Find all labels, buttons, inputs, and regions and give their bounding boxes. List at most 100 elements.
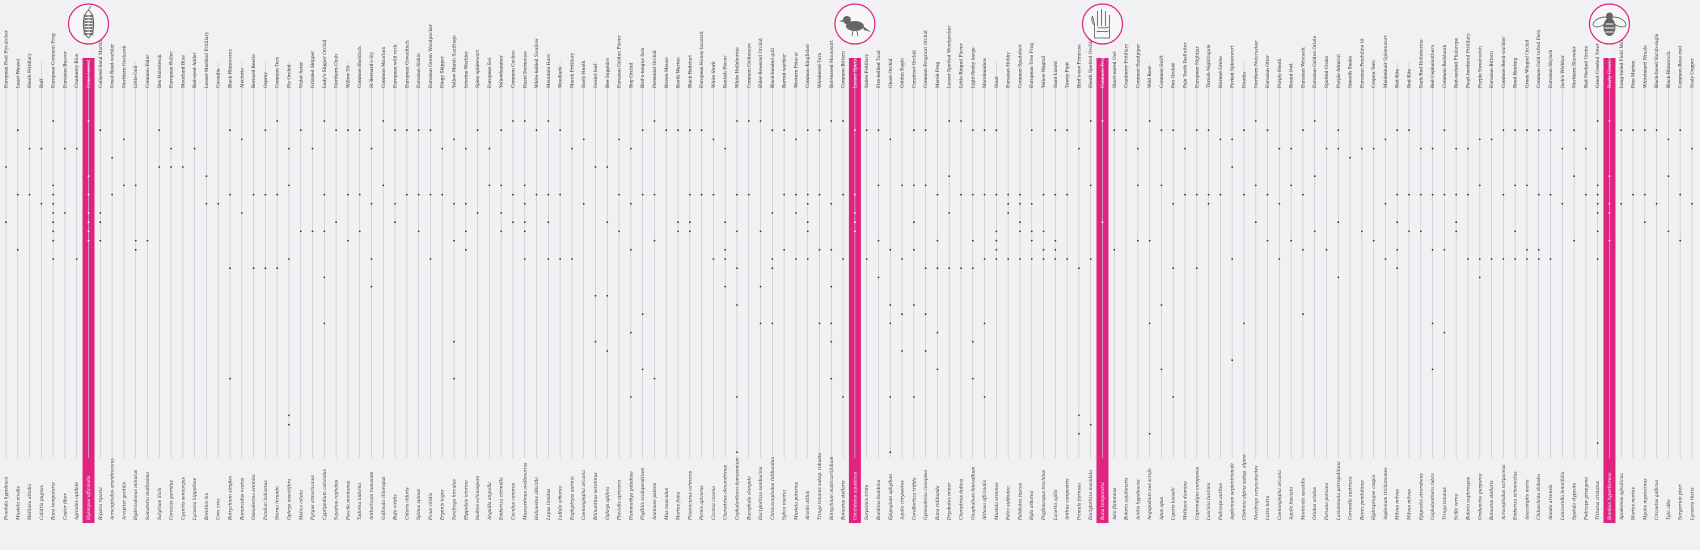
occurrence-dot xyxy=(641,193,644,196)
species-common-name: Eurasian Golden Plover xyxy=(618,34,623,88)
occurrence-dot xyxy=(1172,267,1175,270)
occurrence-dot xyxy=(52,221,55,224)
pinecone-badge-icon xyxy=(67,3,110,45)
occurrence-dot xyxy=(323,193,326,196)
occurrence-dot xyxy=(87,239,90,242)
occurrence-dot xyxy=(1384,138,1387,141)
species-common-name: Common Swift xyxy=(1160,55,1165,88)
occurrence-dot xyxy=(1078,414,1080,417)
species-latin-name: Podiceps auritus xyxy=(1219,482,1224,521)
column-gridlines xyxy=(5,62,1693,458)
species-latin-name: Riparia riparia xyxy=(99,487,104,521)
species-latin-name: Gnaphalium luteoalbum xyxy=(971,467,976,520)
occurrence-dot xyxy=(1313,175,1316,178)
occurrence-dot xyxy=(1667,230,1670,233)
species-common-name: White Helleborine xyxy=(735,47,740,88)
occurrence-dot xyxy=(736,120,738,122)
species-latin-name: Chloris chloris xyxy=(405,487,410,520)
occurrence-dot xyxy=(476,212,479,214)
species-common-name: Lesser Spotted Eagle xyxy=(853,40,858,88)
occurrence-dot xyxy=(453,138,455,141)
occurrence-dot xyxy=(877,276,880,279)
occurrence-dot xyxy=(1502,129,1505,132)
occurrence-dot xyxy=(889,248,892,251)
occurrence-dot xyxy=(158,129,161,132)
species-common-name: Green Winged Orchid xyxy=(1525,39,1530,88)
species-common-name: Osprey xyxy=(264,72,269,88)
species-latin-name: Martes martes xyxy=(1632,487,1637,521)
occurrence-dot xyxy=(240,212,243,214)
occurrence-dot xyxy=(252,193,255,196)
occurrence-dot xyxy=(995,193,998,196)
occurrence-dot xyxy=(901,313,903,316)
occurrence-dot xyxy=(28,147,31,150)
occurrence-dot xyxy=(52,239,55,242)
occurrence-dot xyxy=(1054,248,1057,251)
occurrence-dot xyxy=(653,377,656,380)
species-latin-name: Tyto alba xyxy=(1667,499,1672,520)
species-common-name: Spotted Crake xyxy=(1325,55,1330,88)
occurrence-dot xyxy=(1290,239,1293,242)
species-common-name: Yellow Wagtail xyxy=(1042,55,1047,89)
occurrence-dot xyxy=(1325,248,1328,251)
occurrence-dot xyxy=(417,193,420,196)
occurrence-dot xyxy=(1514,129,1517,132)
species-common-name: Thrush Nightingale xyxy=(1207,44,1212,88)
occurrence-dot xyxy=(488,147,491,150)
occurrence-dot xyxy=(641,368,644,371)
species-common-name: Red Necked Grebe xyxy=(1584,46,1589,88)
occurrence-dot xyxy=(1030,129,1033,132)
occurrence-dot xyxy=(1360,230,1363,233)
species-latin-name: Coenonympha arcania xyxy=(582,470,587,520)
occurrence-dot xyxy=(877,239,880,242)
occurrence-dot xyxy=(382,120,385,122)
occurrence-dot xyxy=(394,129,396,132)
species-common-name: Scaly Copper xyxy=(1691,57,1696,88)
occurrence-dot xyxy=(1608,202,1611,205)
occurrence-dot xyxy=(1266,239,1269,242)
species-common-name: Common Shelduck xyxy=(358,46,363,88)
occurrence-dot xyxy=(653,193,656,196)
occurrence-dot xyxy=(52,212,55,214)
occurrence-dot xyxy=(523,184,526,187)
occurrence-dot xyxy=(229,129,231,132)
species-common-name: Red Cephalanthera xyxy=(1431,45,1436,88)
occurrence-dot xyxy=(1066,193,1069,196)
occurrence-dot xyxy=(1620,202,1623,205)
occurrence-dot xyxy=(1632,193,1634,196)
occurrence-dot xyxy=(1431,322,1434,325)
occurrence-dot xyxy=(1243,322,1245,325)
species-latin-name: Cinclidotus aquaticus xyxy=(853,471,858,520)
species-latin-name: Coenonympha arcania xyxy=(1278,470,1283,520)
occurrence-dot xyxy=(877,129,880,132)
species-common-name: Perennial Orchid xyxy=(653,50,658,88)
species-common-name: Great Reed-warbler xyxy=(111,43,116,88)
occurrence-dot xyxy=(52,120,55,122)
occurrence-dot xyxy=(1184,147,1186,150)
species-latin-name: Milvus milvus xyxy=(1408,488,1413,521)
occurrence-dot xyxy=(948,212,951,214)
occurrence-dot xyxy=(1160,184,1163,187)
occurrence-dot xyxy=(1679,193,1682,196)
bee-badge-icon xyxy=(1588,3,1631,45)
species-latin-name: Melitaea diamina xyxy=(1184,481,1189,521)
occurrence-dot xyxy=(912,184,915,187)
species-common-name: Common Kingfisher xyxy=(806,43,811,88)
species-common-name: Northern Nutcracker xyxy=(1254,40,1259,88)
occurrence-dot xyxy=(971,129,974,132)
occurrence-dot xyxy=(500,129,503,132)
species-latin-name: Rhinanthus serotinus xyxy=(594,472,599,521)
occurrence-dot xyxy=(1584,147,1587,150)
occurrence-dot xyxy=(512,221,514,224)
occurrence-dot xyxy=(1195,129,1198,132)
occurrence-dot xyxy=(1266,193,1269,196)
occurrence-dot xyxy=(288,147,290,150)
species-common-name: Brown Mouse xyxy=(665,57,670,88)
species-latin-name: Chiloschista shikoku xyxy=(1537,474,1542,520)
species-common-name: Common Reed-warbler xyxy=(1502,36,1507,88)
occurrence-dot xyxy=(1207,202,1210,205)
occurrence-dot xyxy=(924,350,927,352)
occurrence-dot xyxy=(1101,120,1104,122)
occurrence-dot xyxy=(1620,129,1623,132)
occurrence-dot xyxy=(629,248,632,251)
